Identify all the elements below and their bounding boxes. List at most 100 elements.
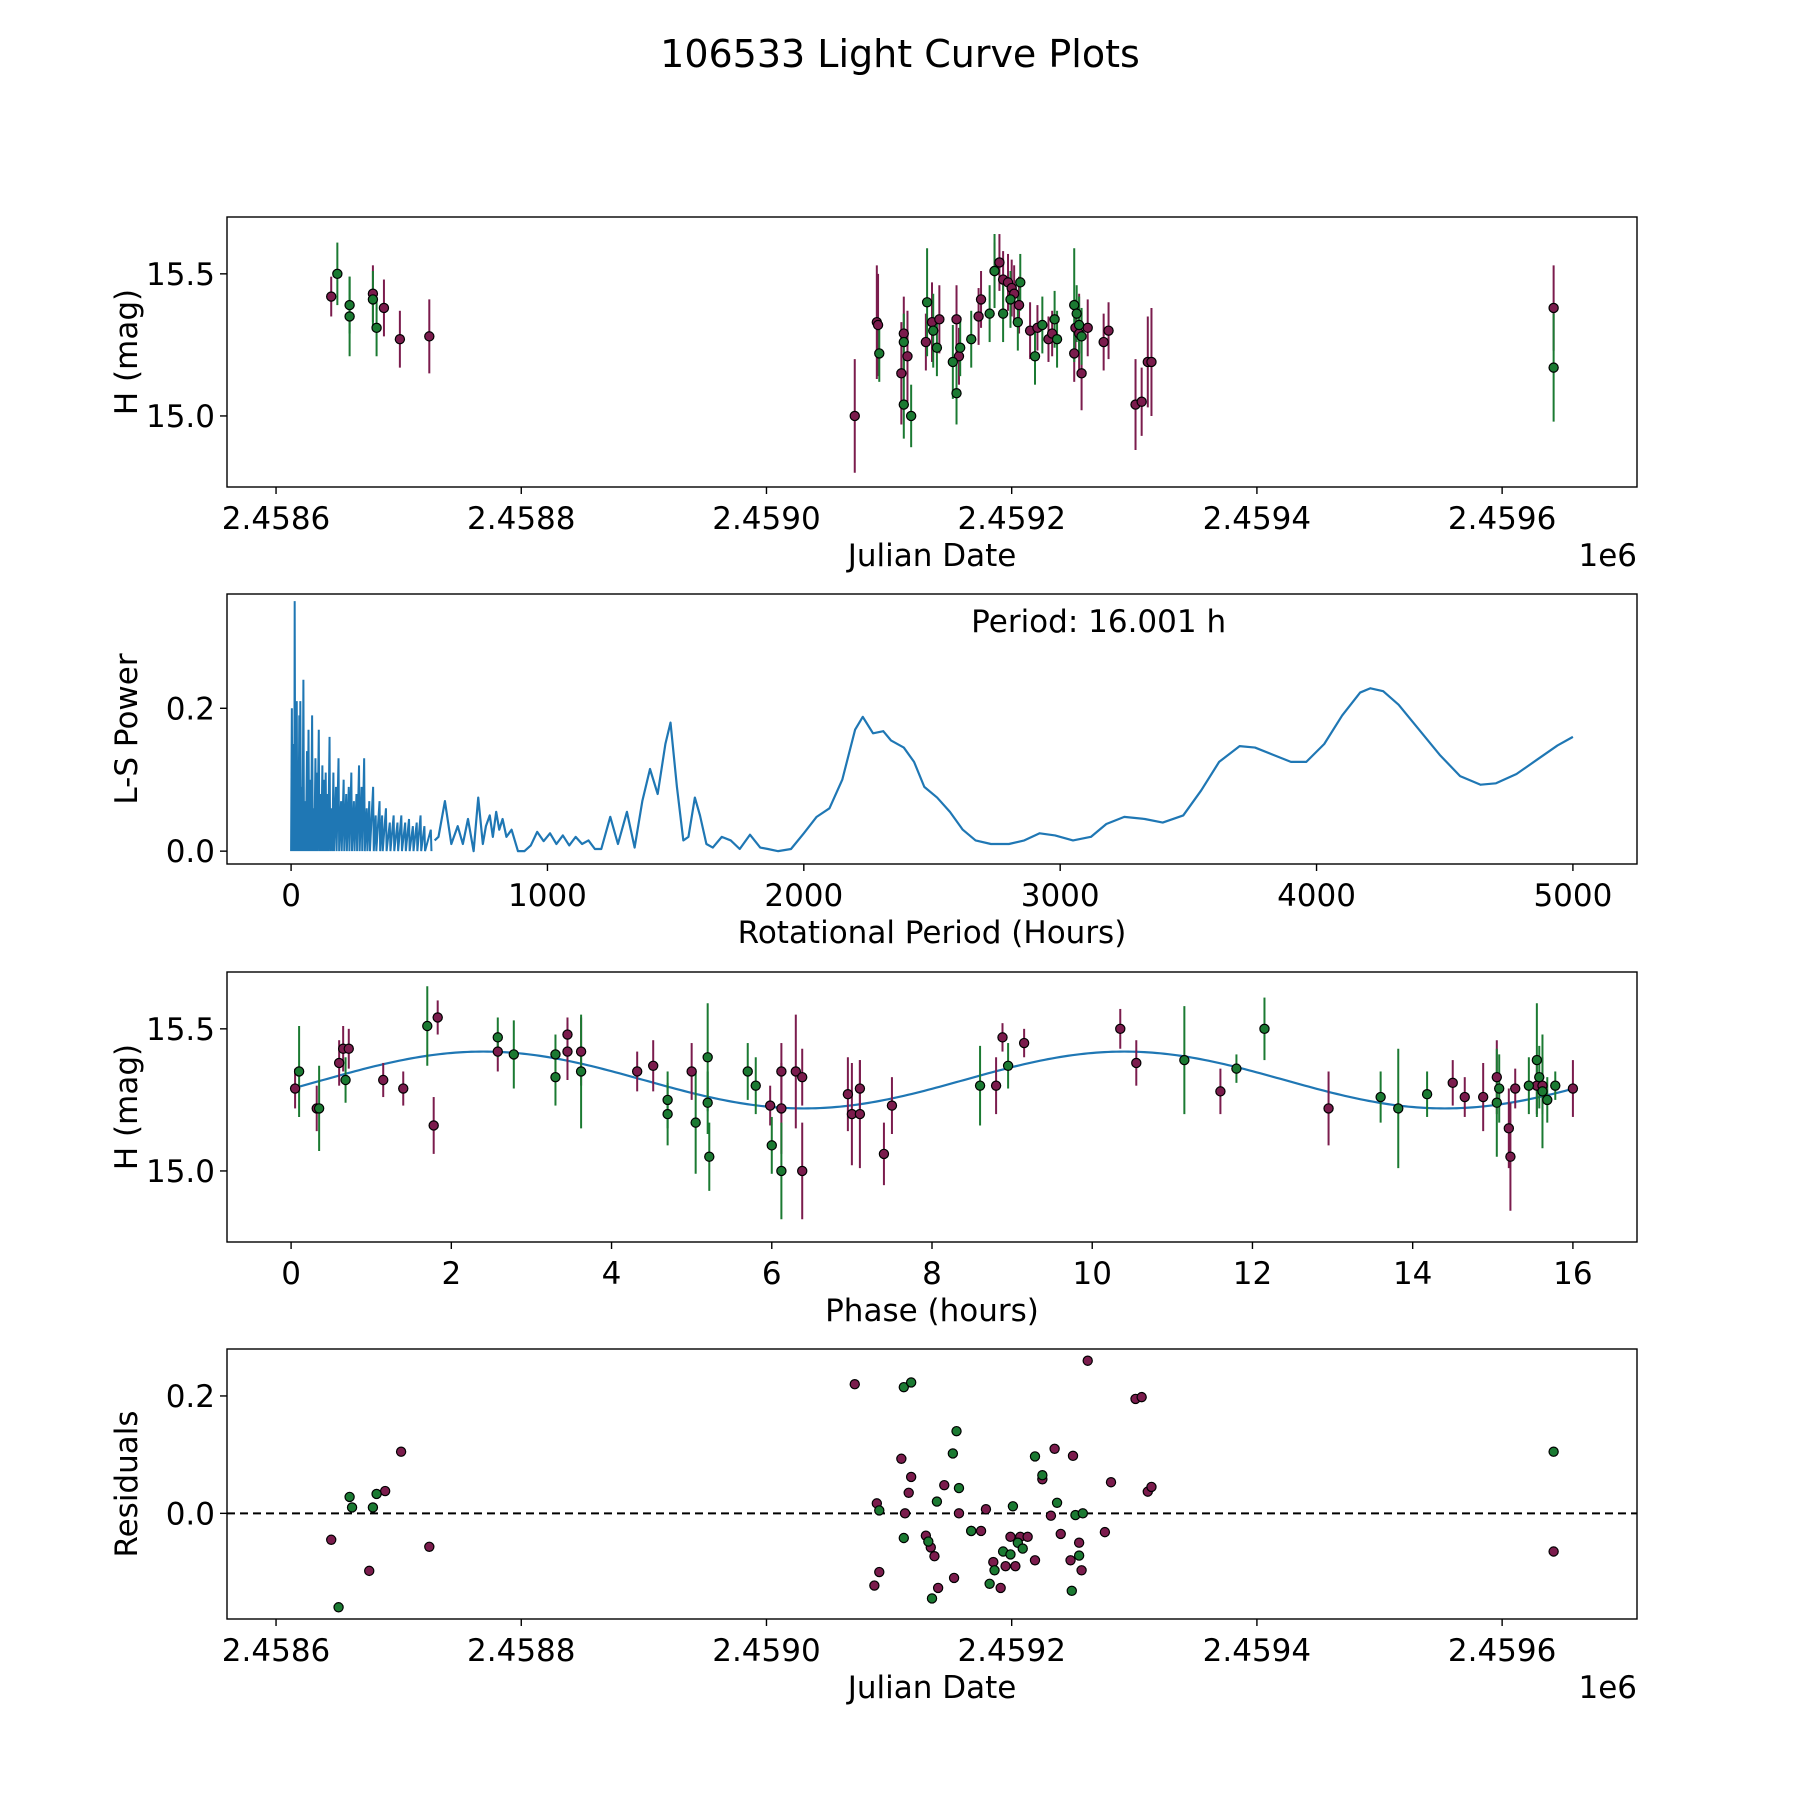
data-point xyxy=(293,1066,305,1077)
phase-folded-panel: 0 2 4 6 8 10 12 14 16 15.0 15.5 Phase (hours) H (mag… xyxy=(109,971,1638,1329)
data-point xyxy=(1002,1060,1014,1071)
data-point xyxy=(1179,1054,1190,1066)
x-tick-label: 8 xyxy=(922,1256,942,1292)
data-point xyxy=(1548,302,1559,314)
data-point xyxy=(379,1485,391,1497)
data-point xyxy=(1510,1083,1521,1094)
data-point xyxy=(648,1060,659,1071)
data-point xyxy=(1071,308,1082,319)
data-point xyxy=(428,1120,439,1131)
data-point xyxy=(1007,1501,1019,1512)
data-point xyxy=(898,336,910,348)
sinusoid-fit-curve xyxy=(290,1050,1574,1110)
data-point xyxy=(997,308,1009,319)
y-axis-label: H (mag) xyxy=(109,1044,145,1170)
data-point xyxy=(378,1074,389,1086)
data-point xyxy=(934,314,945,325)
data-point xyxy=(939,1479,950,1491)
x-tick-label: 2.4594 xyxy=(1203,501,1311,537)
x-tick-label: 4 xyxy=(602,1256,622,1292)
x-tick-label: 2.4596 xyxy=(1448,501,1556,537)
data-point xyxy=(1013,299,1025,311)
data-point xyxy=(931,342,943,353)
x-tick-label: 0 xyxy=(281,1256,301,1292)
x-tick-label: 2.4592 xyxy=(957,501,1065,537)
data-point xyxy=(1015,277,1026,288)
data-point xyxy=(951,314,962,325)
data-point xyxy=(1051,1497,1063,1508)
data-point xyxy=(1231,1063,1242,1074)
data-point xyxy=(994,257,1005,268)
x-tick-label: 0 xyxy=(281,878,301,914)
data-point xyxy=(849,1379,860,1390)
data-point xyxy=(1503,1123,1515,1134)
x-tick-label: 2.4586 xyxy=(222,501,330,537)
data-point xyxy=(1082,322,1093,334)
data-point xyxy=(905,1471,917,1483)
data-point xyxy=(931,1496,943,1507)
data-point xyxy=(575,1066,587,1077)
data-point xyxy=(984,308,995,319)
data-point xyxy=(975,294,987,305)
x-tick-label: 2.4590 xyxy=(712,1633,820,1669)
y-tick-label: 15.5 xyxy=(146,1012,215,1048)
lightcurve-panel: 2.4586 2.4588 2.4590 2.4592 2.4594 2.4596 15.0… xyxy=(109,216,1638,574)
data-point xyxy=(1005,1549,1016,1560)
data-point xyxy=(1323,1103,1334,1114)
data-point xyxy=(898,1532,910,1544)
data-point xyxy=(1146,1481,1157,1493)
data-point xyxy=(686,1066,697,1077)
data-point xyxy=(1548,1546,1559,1557)
data-point xyxy=(702,1097,713,1108)
data-point xyxy=(1146,356,1157,368)
data-point xyxy=(424,1541,435,1553)
x-tick-label: 16 xyxy=(1553,1256,1592,1292)
axes-frame xyxy=(226,593,1638,865)
data-point xyxy=(980,1504,992,1515)
data-point xyxy=(849,410,860,422)
data-point xyxy=(1029,1555,1041,1566)
periodogram-lines xyxy=(290,601,1574,853)
data-point xyxy=(974,1080,986,1091)
y-tick-label: 15.0 xyxy=(146,1154,215,1190)
data-point xyxy=(953,1482,965,1494)
data-point xyxy=(1136,396,1147,407)
data-point xyxy=(333,1057,345,1069)
data-point xyxy=(928,325,939,336)
data-point xyxy=(662,1094,673,1106)
data-point xyxy=(1051,334,1063,345)
x-axis-label: Julian Date xyxy=(846,538,1017,574)
data-point xyxy=(1076,368,1087,379)
data-point xyxy=(923,1536,934,1547)
y-axis-label: L-S Power xyxy=(109,653,145,804)
x-axis-label: Julian Date xyxy=(846,1670,1017,1706)
data-point xyxy=(872,319,884,331)
data-point xyxy=(766,1140,777,1151)
data-point xyxy=(1477,1091,1489,1103)
data-point xyxy=(896,1453,907,1464)
data-point xyxy=(1073,1550,1085,1561)
data-point xyxy=(1022,1531,1033,1543)
data-point xyxy=(955,342,966,353)
data-point xyxy=(1067,1450,1079,1462)
data-point xyxy=(662,1108,673,1120)
data-point xyxy=(874,1566,885,1578)
data-point xyxy=(1017,1543,1028,1554)
x-axis-label: Rotational Period (Hours) xyxy=(738,915,1127,951)
data-point xyxy=(1037,319,1048,331)
data-point xyxy=(1065,1555,1076,1566)
data-point xyxy=(702,1052,713,1063)
data-point xyxy=(1548,362,1559,373)
data-point xyxy=(1505,1151,1516,1162)
x-tick-label: 1000 xyxy=(508,878,587,914)
data-point xyxy=(1000,1560,1011,1572)
data-point xyxy=(997,1032,1008,1043)
data-point xyxy=(947,356,959,368)
data-point xyxy=(492,1032,503,1043)
x-tick-label: 10 xyxy=(1073,1256,1112,1292)
data-point xyxy=(1393,1103,1404,1114)
data-point xyxy=(398,1083,409,1094)
data-point xyxy=(953,1508,965,1519)
periodogram-panel: Period: 16.001 h 0 1000 2000 3000 4000 5000 0.0… xyxy=(109,593,1638,951)
data-point xyxy=(905,410,917,422)
